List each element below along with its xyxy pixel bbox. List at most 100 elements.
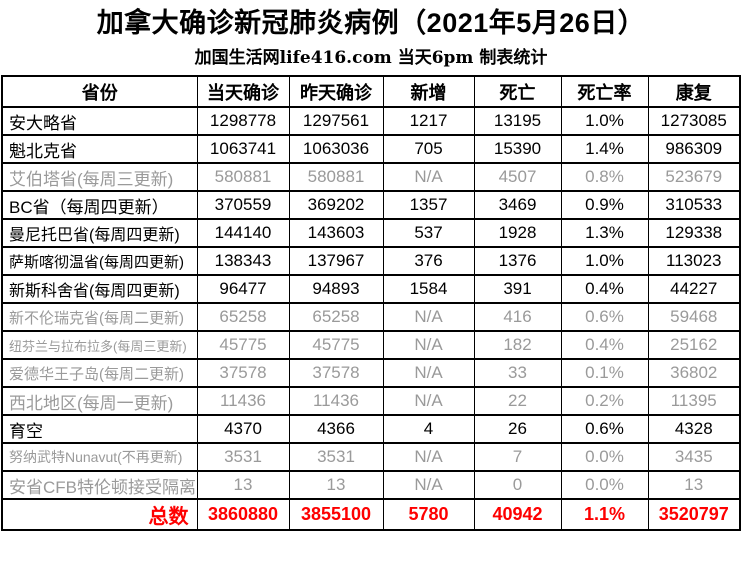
province-cell: 纽芬兰与拉布拉多(每周三更新) [1, 330, 198, 360]
value-cell: 96477 [196, 274, 290, 304]
value-cell: 44227 [647, 274, 741, 304]
value-cell: 45775 [196, 330, 290, 360]
value-cell: 1.4% [560, 134, 649, 164]
table-row: 萨斯喀彻温省(每周四更新) 138343 137967 376 1376 1.0% 1130… [1, 246, 741, 276]
value-cell: 1376 [473, 246, 562, 276]
value-cell: 0.0% [560, 470, 649, 500]
value-cell: 22 [473, 386, 562, 416]
value-cell: 3855100 [288, 498, 384, 531]
value-cell: 0.0% [560, 442, 649, 472]
value-cell: 59468 [647, 302, 741, 332]
value-cell: 1.1% [560, 498, 649, 531]
value-cell: N/A [382, 386, 475, 416]
province-cell: 安大略省 [1, 106, 198, 136]
value-cell: 143603 [288, 218, 384, 248]
value-cell: 1357 [382, 190, 475, 220]
subtitle: 加国生活网life416.com 当天6pm 制表统计 [194, 48, 548, 68]
table-row: 艾伯塔省(每周三更新) 580881 580881 N/A 4507 0.8% 523679 [1, 162, 741, 192]
value-cell: 0.6% [560, 302, 649, 332]
total-row: 总数 3860880 3855100 5780 40942 1.1% 3520797 [1, 498, 741, 531]
value-cell: 1217 [382, 106, 475, 136]
table-row: 魁北克省 1063741 1063036 705 15390 1.4% 986309 [1, 134, 741, 164]
value-cell: 0.6% [560, 414, 649, 444]
province-cell: 努纳武特Nunavut(不再更新) [1, 442, 198, 472]
value-cell: 36802 [647, 358, 741, 388]
value-cell: 3469 [473, 190, 562, 220]
value-cell: 11436 [288, 386, 384, 416]
value-cell: 1297561 [288, 106, 384, 136]
value-cell: 523679 [647, 162, 741, 192]
value-cell: 1.3% [560, 218, 649, 248]
value-cell: 25162 [647, 330, 741, 360]
value-cell: 705 [382, 134, 475, 164]
value-cell: 11395 [647, 386, 741, 416]
column-header-5: 死亡 [473, 75, 562, 108]
value-cell: 0.1% [560, 358, 649, 388]
province-cell: 新不伦瑞克省(每周二更新) [1, 302, 198, 332]
table-row: 曼尼托巴省(每周四更新) 144140 143603 537 1928 1.3% 12933… [1, 218, 741, 248]
value-cell: 1928 [473, 218, 562, 248]
value-cell: 94893 [288, 274, 384, 304]
value-cell: 11436 [196, 386, 290, 416]
province-cell: 曼尼托巴省(每周四更新) [1, 218, 198, 248]
value-cell: 1063741 [196, 134, 290, 164]
column-header-1: 省份 [1, 75, 198, 108]
value-cell: N/A [382, 470, 475, 500]
table-row: 西北地区(每周一更新) 11436 11436 N/A 22 0.2% 11395 [1, 386, 741, 416]
value-cell: 113023 [647, 246, 741, 276]
province-cell: 新斯科舍省(每周四更新) [1, 274, 198, 304]
value-cell: 4507 [473, 162, 562, 192]
value-cell: 376 [382, 246, 475, 276]
value-cell: 3531 [288, 442, 384, 472]
table-row: 安省CFB特伦顿接受隔离 13 13 N/A 0 0.0% 13 [1, 470, 741, 500]
column-header-2: 当天确诊 [196, 75, 290, 108]
value-cell: 65258 [288, 302, 384, 332]
header-row: 省份 当天确诊 昨天确诊 新增 死亡 死亡率 康复 [1, 75, 741, 108]
province-cell: 艾伯塔省(每周三更新) [1, 162, 198, 192]
table-row: 育空 4370 4366 4 26 0.6% 4328 [1, 414, 741, 444]
value-cell: 537 [382, 218, 475, 248]
covid-stats-table: 省份 当天确诊 昨天确诊 新增 死亡 死亡率 康复 安大略省 1298778 1297561 12… [1, 75, 741, 531]
table-row: 努纳武特Nunavut(不再更新) 3531 3531 N/A 7 0.0% 3435 [1, 442, 741, 472]
value-cell: 40942 [473, 498, 562, 531]
table-row: 爱德华王子岛(每周二更新) 37578 37578 N/A 33 0.1% 36802 [1, 358, 741, 388]
value-cell: 0.9% [560, 190, 649, 220]
value-cell: 1063036 [288, 134, 384, 164]
value-cell: 0.8% [560, 162, 649, 192]
province-cell: 爱德华王子岛(每周二更新) [1, 358, 198, 388]
value-cell: 13 [196, 470, 290, 500]
value-cell: 15390 [473, 134, 562, 164]
value-cell: 1298778 [196, 106, 290, 136]
province-cell: 萨斯喀彻温省(每周四更新) [1, 246, 198, 276]
table-row: BC省（每周四更新） 370559 369202 1357 3469 0.9% 310533 [1, 190, 741, 220]
value-cell: 37578 [196, 358, 290, 388]
province-cell: 西北地区(每周一更新) [1, 386, 198, 416]
value-cell: 370559 [196, 190, 290, 220]
value-cell: N/A [382, 162, 475, 192]
value-cell: 26 [473, 414, 562, 444]
value-cell: 0 [473, 470, 562, 500]
value-cell: 5780 [382, 498, 475, 531]
value-cell: 0.4% [560, 330, 649, 360]
value-cell: N/A [382, 302, 475, 332]
province-cell: 总数 [1, 498, 198, 531]
value-cell: 1273085 [647, 106, 741, 136]
column-header-7: 康复 [647, 75, 741, 108]
value-cell: 144140 [196, 218, 290, 248]
value-cell: 369202 [288, 190, 384, 220]
value-cell: 4328 [647, 414, 741, 444]
table-row: 新不伦瑞克省(每周二更新) 65258 65258 N/A 416 0.6% 59468 [1, 302, 741, 332]
province-cell: BC省（每周四更新） [1, 190, 198, 220]
table-row: 安大略省 1298778 1297561 1217 13195 1.0% 1273085 [1, 106, 741, 136]
column-header-6: 死亡率 [560, 75, 649, 108]
value-cell: 13 [647, 470, 741, 500]
value-cell: 129338 [647, 218, 741, 248]
value-cell: N/A [382, 358, 475, 388]
value-cell: 65258 [196, 302, 290, 332]
value-cell: N/A [382, 330, 475, 360]
value-cell: 138343 [196, 246, 290, 276]
value-cell: 4 [382, 414, 475, 444]
value-cell: 45775 [288, 330, 384, 360]
column-header-3: 昨天确诊 [288, 75, 384, 108]
value-cell: 33 [473, 358, 562, 388]
